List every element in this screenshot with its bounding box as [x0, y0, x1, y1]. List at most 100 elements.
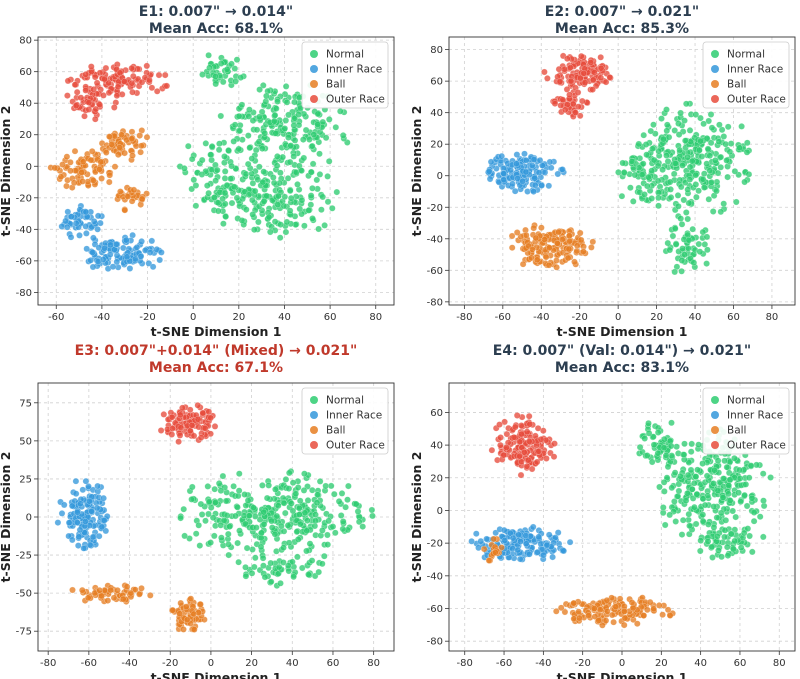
scatter-point: [542, 253, 550, 261]
scatter-point: [589, 238, 597, 246]
scatter-point: [324, 541, 332, 548]
scatter-point: [565, 245, 573, 253]
legend-label: Normal: [326, 49, 364, 61]
points-layer: [485, 52, 753, 276]
y-tick-label: 40: [19, 99, 32, 110]
scatter-point: [573, 242, 581, 249]
scatter-point: [111, 104, 118, 111]
scatter-point: [306, 136, 313, 143]
scatter-point: [87, 156, 95, 164]
scatter-point: [521, 150, 528, 158]
scatter-point: [684, 153, 691, 161]
scatter-point: [267, 559, 275, 567]
legend-marker: [310, 65, 318, 73]
scatter-point: [260, 198, 268, 205]
scatter-point: [553, 263, 560, 271]
y-tick-label: 0: [26, 513, 32, 524]
scatter-point: [205, 510, 212, 518]
scatter-point: [236, 127, 244, 135]
scatter-point: [554, 170, 562, 178]
scatter-point: [98, 175, 105, 182]
series-inner-race: [58, 202, 165, 273]
scatter-point: [678, 257, 686, 264]
scatter-point: [368, 506, 376, 514]
scatter-point: [295, 111, 303, 118]
plot-frame: [448, 36, 796, 306]
scatter-point: [666, 511, 674, 519]
scatter-point: [268, 524, 276, 531]
scatter-point: [705, 195, 713, 203]
scatter-point: [526, 550, 533, 558]
scatter-point: [296, 497, 304, 505]
scatter-point: [197, 601, 204, 608]
scatter-point: [697, 547, 704, 555]
scatter-point: [270, 179, 278, 187]
scatter-point: [677, 109, 684, 117]
scatter-point: [148, 237, 156, 245]
scatter-point: [90, 234, 97, 242]
scatter-point: [309, 215, 316, 222]
scatter-point: [258, 529, 265, 537]
scatter-point: [244, 132, 252, 139]
scatter-point: [741, 491, 748, 499]
scatter-point: [81, 112, 88, 120]
scatter-point: [157, 427, 165, 434]
scatter-point: [620, 621, 628, 629]
scatter-point: [235, 145, 243, 153]
scatter-point: [205, 52, 212, 59]
scatter-point: [670, 170, 678, 178]
scatter-point: [268, 517, 275, 525]
scatter-point: [692, 473, 700, 481]
scatter-point: [63, 182, 70, 190]
scatter-point: [102, 527, 110, 535]
scatter-point: [339, 132, 347, 139]
scatter-point: [69, 586, 76, 594]
scatter-point: [259, 554, 267, 562]
scatter-point: [298, 196, 306, 204]
scatter-point: [677, 215, 685, 222]
scatter-point: [695, 441, 702, 449]
legend-marker: [711, 396, 719, 404]
x-tick-label: 80: [369, 312, 382, 323]
scatter-point: [692, 111, 700, 118]
scatter-point: [650, 605, 658, 613]
scatter-point: [641, 191, 648, 198]
scatter-point: [686, 163, 694, 171]
scatter-point: [668, 452, 676, 459]
scatter-point: [79, 586, 86, 594]
scatter-point: [508, 244, 516, 251]
scatter-point: [545, 182, 553, 190]
scatter-point: [85, 483, 92, 490]
scatter-point: [205, 189, 212, 197]
scatter-point: [284, 174, 292, 182]
scatter-point: [564, 254, 572, 262]
scatter-point: [472, 530, 480, 538]
scatter-point: [63, 153, 71, 160]
scatter-point: [522, 540, 530, 548]
scatter-point: [526, 420, 534, 428]
scatter-point: [281, 125, 289, 132]
scatter-point: [724, 173, 731, 181]
scatter-point: [138, 585, 145, 592]
scatter-point: [554, 529, 562, 536]
scatter-point: [488, 446, 496, 454]
scatter-point: [724, 543, 731, 551]
scatter-point: [519, 260, 527, 268]
scatter-point: [342, 503, 349, 511]
scatter-point: [541, 68, 548, 76]
scatter-point: [208, 143, 216, 150]
scatter-point: [631, 171, 639, 179]
x-tick-label: -20: [162, 658, 178, 669]
scatter-point: [84, 594, 92, 602]
scatter-point: [67, 233, 75, 241]
scatter-point: [648, 195, 656, 202]
scatter-point: [128, 79, 136, 87]
scatter-point: [654, 162, 662, 170]
scatter-point: [540, 551, 547, 559]
x-tick-label: 0: [208, 658, 214, 669]
scatter-point: [272, 105, 280, 112]
scatter-point: [255, 163, 263, 171]
scatter-point: [674, 192, 682, 199]
scatter-point: [689, 495, 697, 502]
scatter-point: [667, 186, 674, 193]
